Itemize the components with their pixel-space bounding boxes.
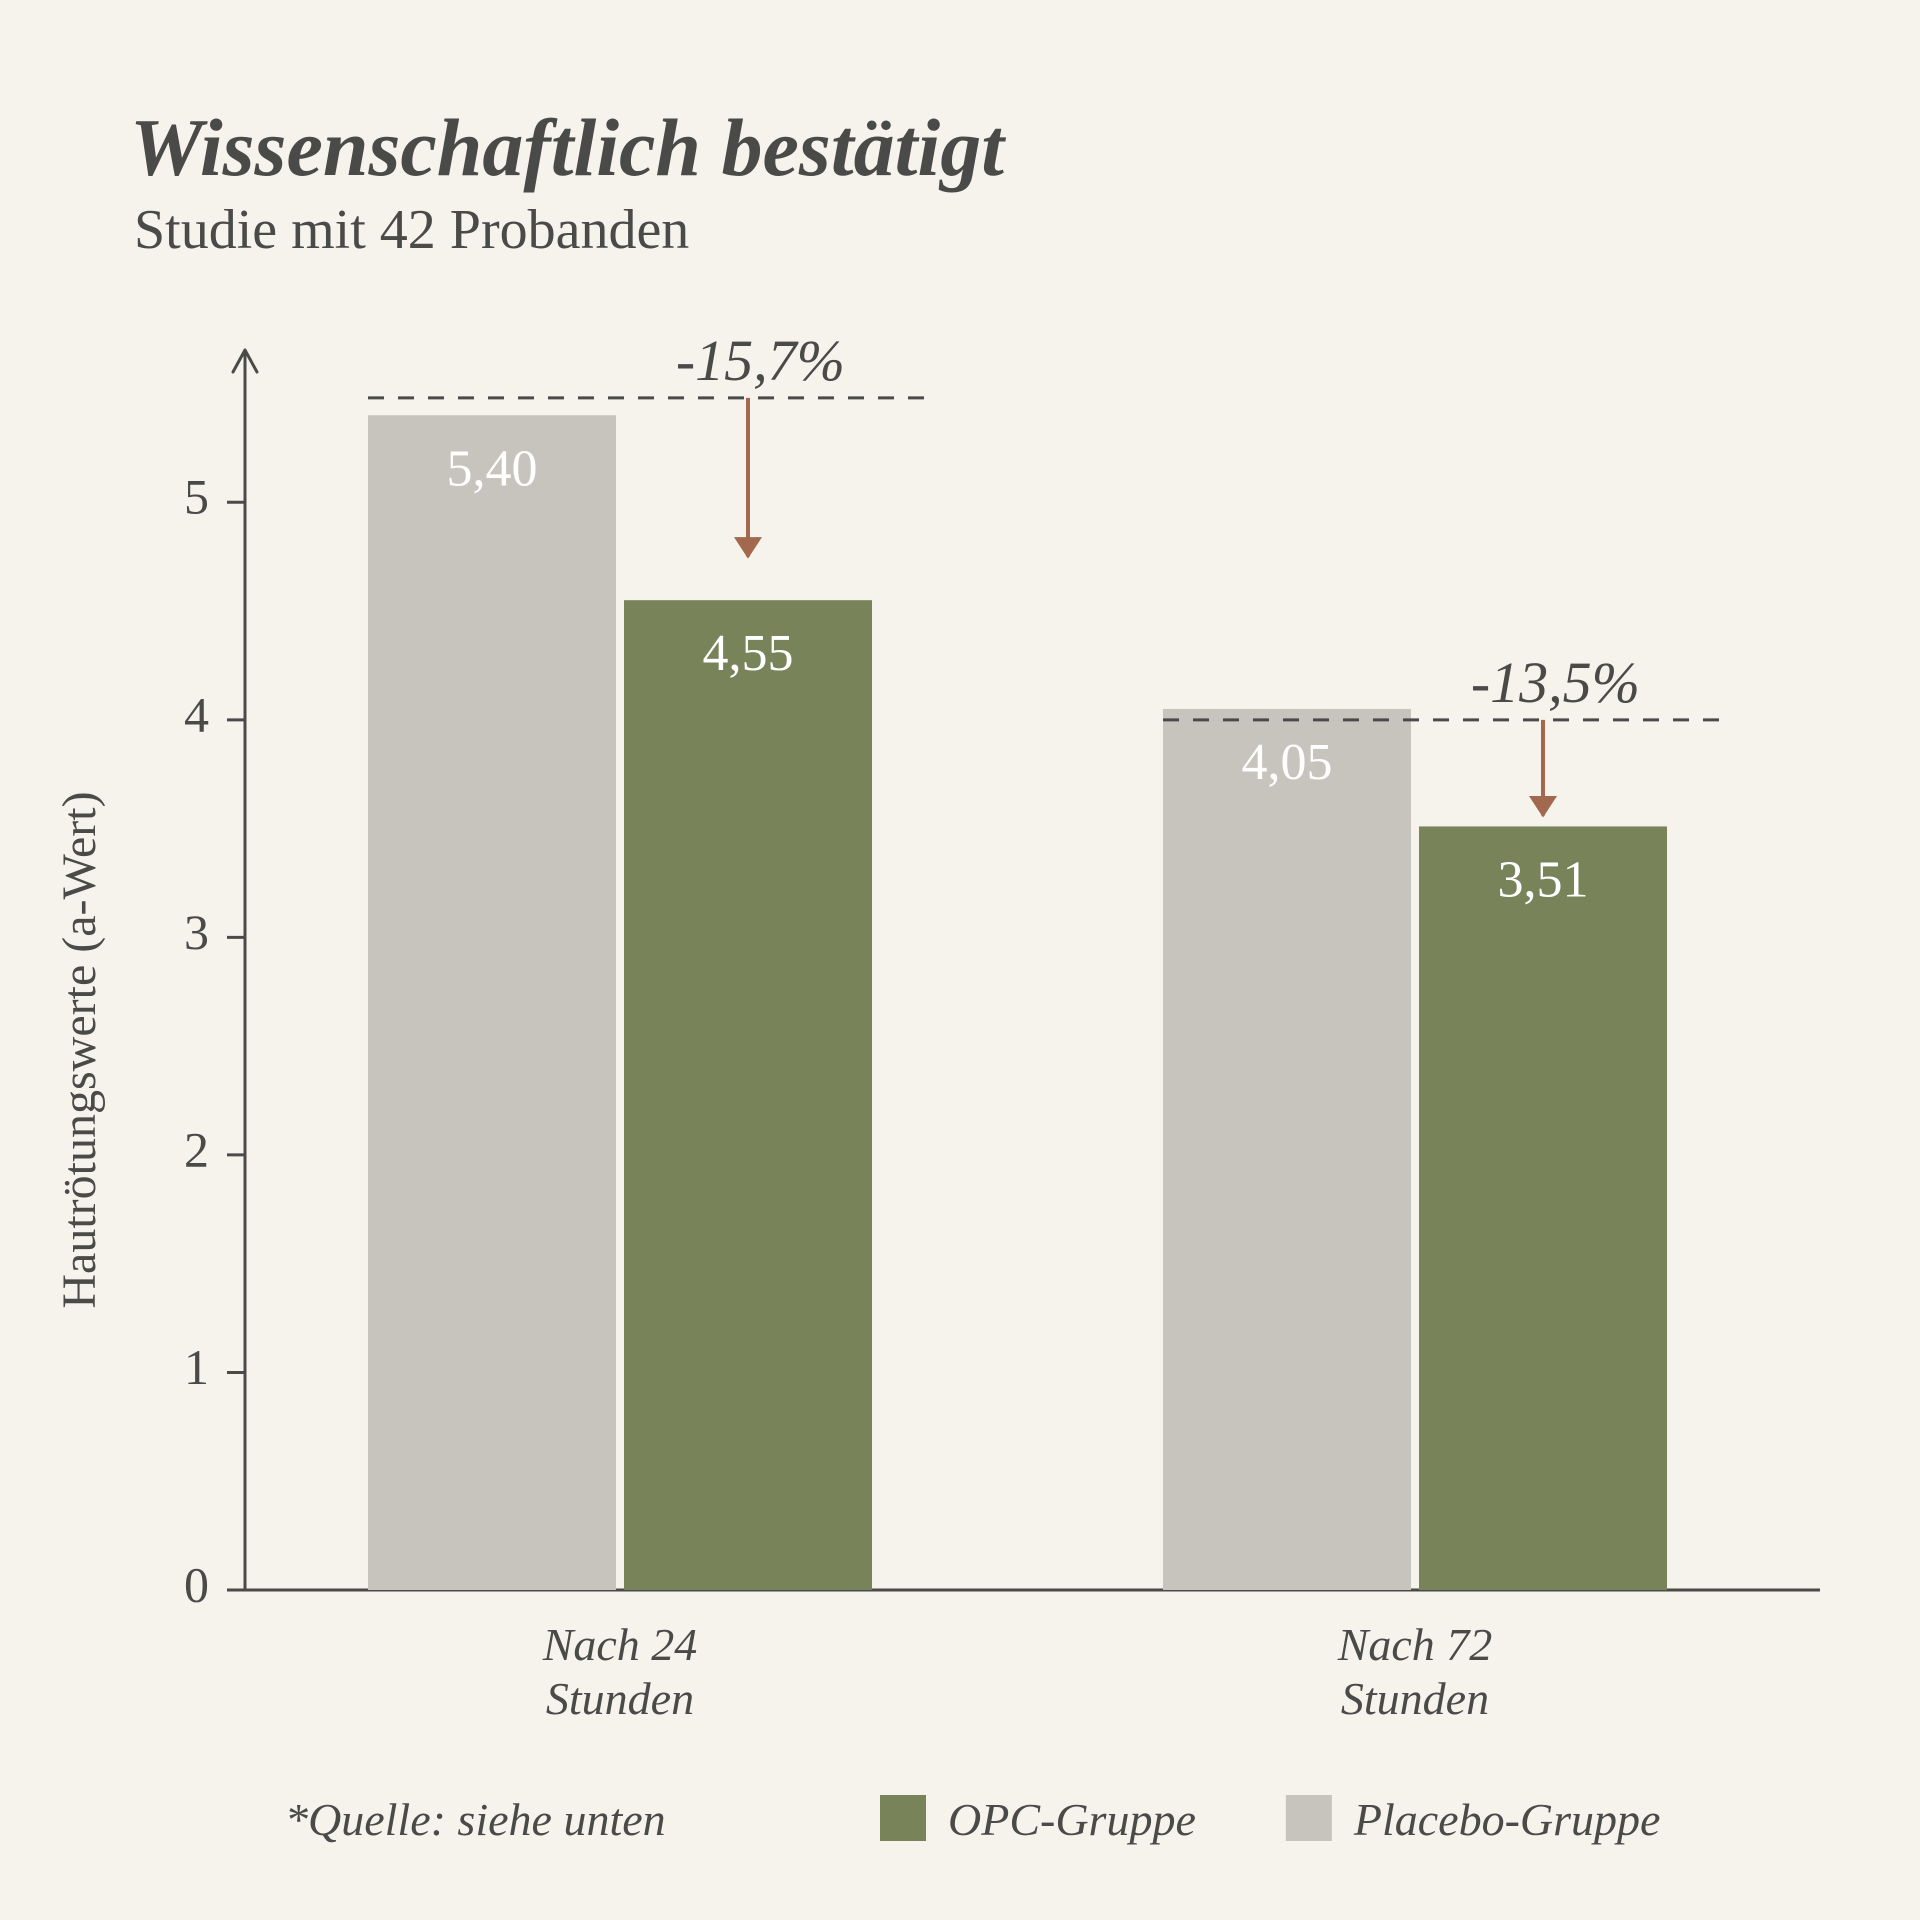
bar-value-label: 3,51 xyxy=(1498,851,1589,908)
y-tick-label: 0 xyxy=(184,1556,209,1612)
chart-title: Wissenschaftlich bestätigt xyxy=(130,102,1006,193)
delta-label: -15,7% xyxy=(676,328,845,393)
bar-placebo xyxy=(1163,709,1411,1590)
delta-label: -13,5% xyxy=(1471,650,1640,715)
bar-value-label: 4,55 xyxy=(703,625,794,682)
legend-swatch-opc xyxy=(880,1795,926,1841)
bar-placebo xyxy=(368,415,616,1590)
category-label: Stunden xyxy=(546,1673,694,1724)
chart-subtitle: Studie mit 42 Probanden xyxy=(134,199,689,261)
y-tick-label: 5 xyxy=(184,469,209,525)
bar-value-label: 4,05 xyxy=(1242,734,1333,791)
bar-value-label: 5,40 xyxy=(447,440,538,497)
y-axis-title: Hautrötungswerte (a-Wert) xyxy=(53,791,106,1308)
y-tick-label: 2 xyxy=(184,1121,209,1177)
bar-opc xyxy=(624,600,872,1590)
legend-label-opc: OPC-Gruppe xyxy=(948,1794,1196,1845)
bar-opc xyxy=(1419,826,1667,1590)
category-label: Stunden xyxy=(1341,1673,1489,1724)
legend-swatch-placebo xyxy=(1286,1795,1332,1841)
y-tick-label: 1 xyxy=(184,1339,209,1395)
source-footnote: *Quelle: siehe unten xyxy=(285,1794,666,1845)
y-tick-label: 3 xyxy=(184,904,209,960)
chart-canvas: Wissenschaftlich bestätigtStudie mit 42 … xyxy=(0,0,1920,1920)
legend-label-placebo: Placebo-Gruppe xyxy=(1353,1794,1661,1845)
y-tick-label: 4 xyxy=(184,686,209,742)
category-label: Nach 72 xyxy=(1337,1619,1493,1670)
category-label: Nach 24 xyxy=(542,1619,698,1670)
